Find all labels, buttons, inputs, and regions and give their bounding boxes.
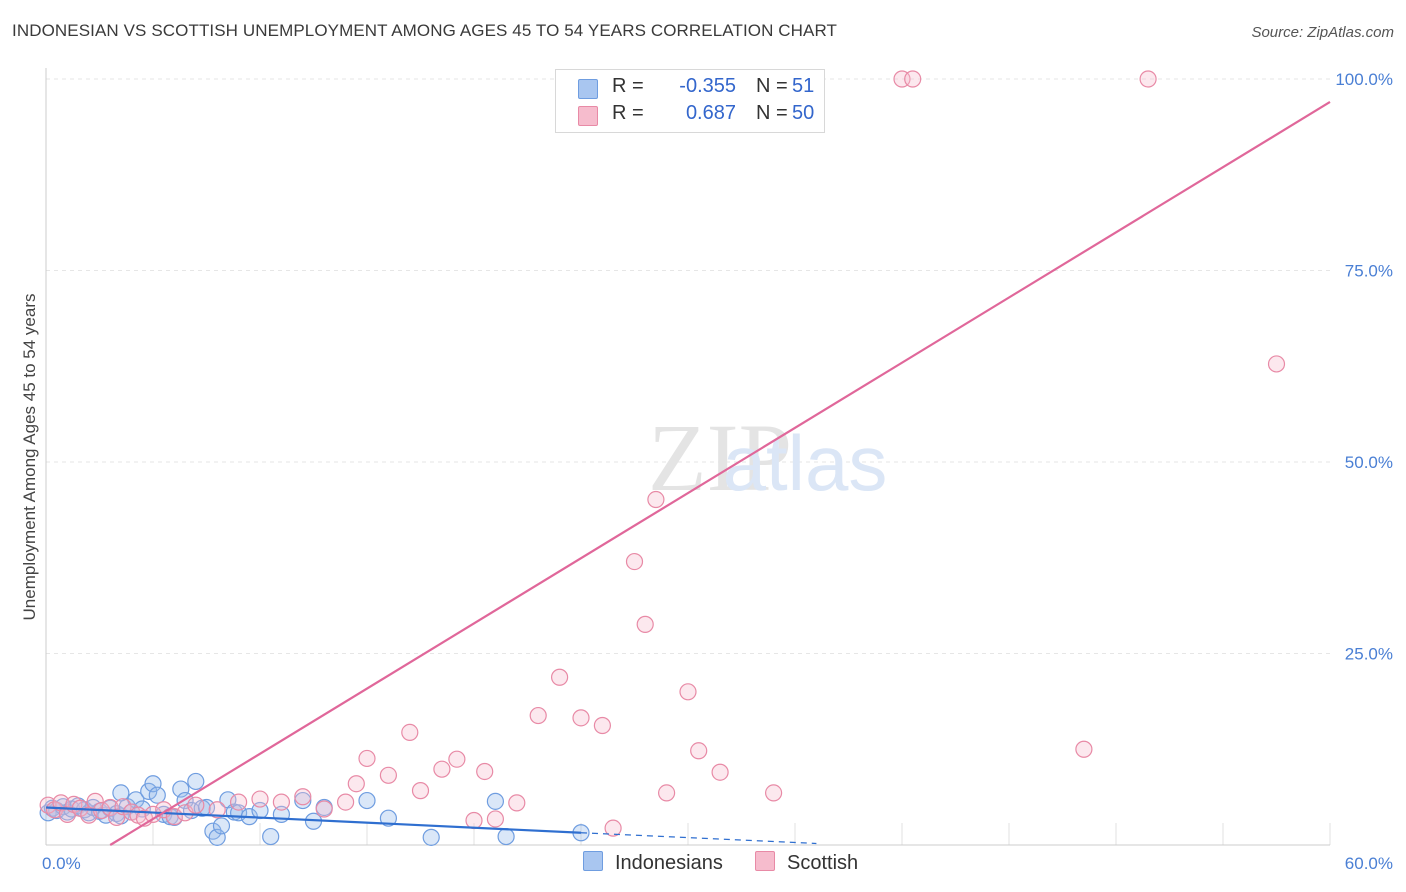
tick-labels: 25.0% 50.0% 75.0% 100.0% 0.0% 60.0% (42, 70, 1393, 873)
scottish-point (764, 784, 783, 802)
scottish-point (904, 70, 922, 88)
indonesians-point (112, 784, 130, 802)
scottish-point (45, 801, 64, 819)
scottish-point (347, 775, 365, 793)
y-tick-label: 75.0% (1345, 262, 1393, 281)
legend-n-value: 50 (792, 102, 815, 124)
scottish-point (476, 762, 494, 781)
scottish-point (572, 709, 590, 727)
scottish-point (294, 788, 312, 806)
trend-lines (45, 101, 1331, 846)
scottish-point (315, 800, 333, 818)
scottish-point (625, 552, 644, 571)
indonesians-point (148, 786, 166, 804)
scottish-point (529, 706, 547, 725)
correlation-legend: R = -0.355 N = 51 R = 0.687 N = 50 (555, 69, 825, 133)
scottish-point (433, 760, 451, 778)
scottish-point (337, 793, 355, 811)
scottish-point (80, 806, 98, 824)
bottom-legend-swatch-scottish (755, 851, 775, 871)
scottish-point (358, 749, 376, 768)
scottish-point (647, 490, 665, 509)
scottish-point (465, 811, 483, 830)
scottish-point (657, 784, 676, 802)
indonesians-point (212, 817, 231, 835)
data-points (39, 70, 1286, 846)
scottish-trend-line (109, 101, 1331, 846)
scottish-point (251, 790, 269, 808)
legend-r-value: 0.687 (685, 102, 736, 124)
scottish-point (636, 615, 654, 633)
x-tick-label: 0.0% (42, 854, 81, 873)
scottish-point (108, 808, 126, 827)
scottish-point (230, 793, 248, 811)
scottish-point (690, 742, 708, 760)
bottom-legend-label-scottish: Scottish (787, 852, 859, 874)
scottish-point (272, 793, 290, 811)
scottish-point (1267, 355, 1286, 373)
bottom-legend-swatch-indonesians (583, 851, 603, 871)
indonesians-point (486, 792, 504, 810)
legend-r-label: R = (612, 75, 644, 97)
y-tick-label: 25.0% (1345, 645, 1393, 664)
indonesians-trend-extension (580, 832, 817, 845)
indonesians-point (379, 809, 397, 827)
watermark-zip: ZIP (648, 404, 792, 511)
scottish-point (604, 819, 622, 837)
scottish-point (1075, 740, 1093, 758)
chart-title: INDONESIAN VS SCOTTISH UNEMPLOYMENT AMON… (12, 21, 838, 40)
axes (45, 68, 1330, 846)
indonesians-point (497, 827, 515, 846)
x-tick-label: 60.0% (1345, 854, 1393, 873)
indonesians-point (294, 791, 312, 810)
watermark-atlas: atlas (723, 419, 888, 507)
indonesians-point (422, 828, 440, 846)
y-axis-label: Unemployment Among Ages 45 to 54 years (20, 294, 39, 621)
scottish-point (1139, 70, 1157, 88)
bottom-legend-label-indonesians: Indonesians (615, 852, 723, 874)
y-tick-label: 100.0% (1335, 70, 1393, 89)
scottish-point (550, 668, 569, 686)
legend-n-label: N = (756, 75, 788, 97)
legend-n-label: N = (756, 102, 788, 124)
y-tick-label: 50.0% (1345, 453, 1393, 472)
scottish-point (208, 801, 226, 819)
source-label: Source: ZipAtlas.com (1251, 24, 1394, 41)
scottish-point (679, 683, 697, 701)
scottish-point (401, 723, 419, 741)
scottish-point (508, 794, 526, 812)
scottish-point (379, 766, 397, 784)
legend-r-value: -0.355 (679, 75, 736, 97)
indonesians-trend-line (45, 806, 582, 834)
bottom-legend-indonesians: Indonesians (583, 851, 723, 875)
scottish-point (448, 750, 466, 768)
scottish-point (411, 782, 430, 800)
legend-swatch-indonesians (578, 79, 598, 99)
indonesians-point (262, 827, 280, 846)
scottish-point (593, 716, 612, 735)
indonesians-point (187, 772, 205, 791)
legend-n-value: 51 (792, 75, 815, 97)
scottish-point (486, 810, 504, 828)
legend-r-label: R = (612, 102, 644, 124)
indonesians-point (358, 791, 376, 810)
bottom-legend-scottish: Scottish (755, 851, 858, 875)
legend-swatch-scottish (578, 106, 598, 126)
scottish-point (711, 763, 729, 781)
scottish-point (187, 796, 205, 814)
